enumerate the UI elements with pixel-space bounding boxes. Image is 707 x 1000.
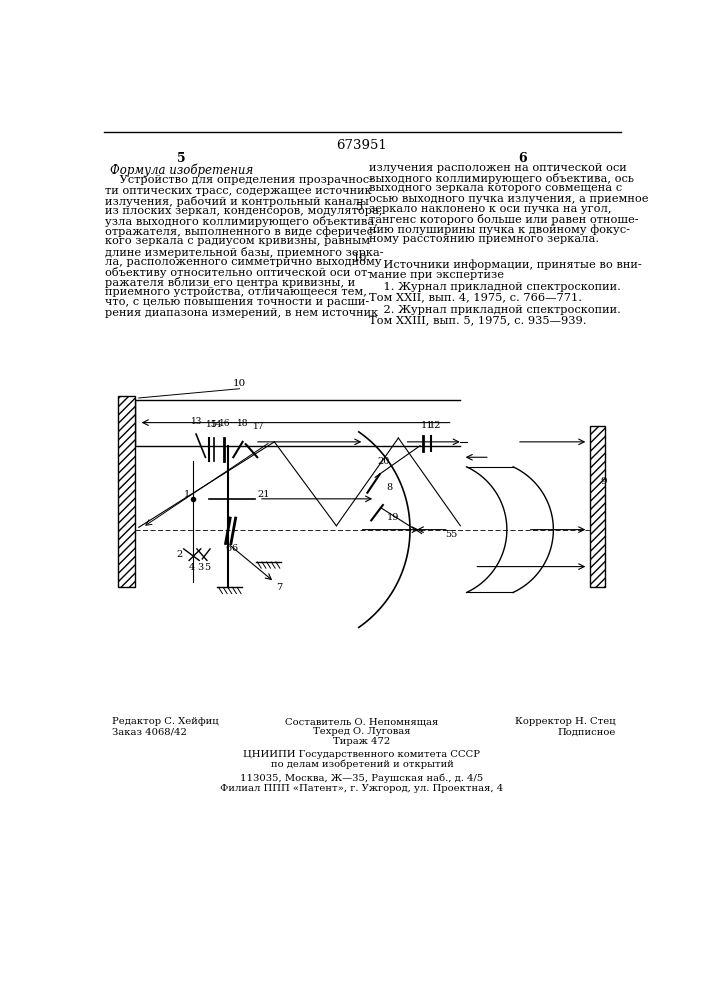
Text: длине измерительной базы, приемного зерка-: длине измерительной базы, приемного зерк… bbox=[105, 247, 384, 258]
Text: 20: 20 bbox=[378, 457, 390, 466]
Text: приемного устройства, отличающееся тем,: приемного устройства, отличающееся тем, bbox=[105, 287, 368, 297]
Text: выходного коллимирующего объектива, ось: выходного коллимирующего объектива, ось bbox=[369, 173, 634, 184]
Text: из плоских зеркал, конденсоров, модулятора,: из плоских зеркал, конденсоров, модулято… bbox=[105, 206, 383, 216]
Text: 19: 19 bbox=[387, 513, 399, 522]
Text: 10: 10 bbox=[352, 253, 367, 263]
Text: 1: 1 bbox=[184, 490, 190, 499]
Text: 11: 11 bbox=[421, 421, 433, 430]
Text: Составитель О. Непомнящая: Составитель О. Непомнящая bbox=[286, 717, 438, 726]
Text: 17: 17 bbox=[253, 422, 265, 431]
Text: осью выходного пучка излучения, а приемное: осью выходного пучка излучения, а приемн… bbox=[369, 194, 648, 204]
Text: 6: 6 bbox=[226, 544, 232, 553]
Text: 4: 4 bbox=[189, 563, 195, 572]
Text: объективу относительно оптической оси от-: объективу относительно оптической оси от… bbox=[105, 267, 372, 278]
Text: 5: 5 bbox=[356, 202, 363, 212]
Text: кого зеркала с радиусом кривизны, равным: кого зеркала с радиусом кривизны, равным bbox=[105, 236, 370, 246]
Text: 55: 55 bbox=[445, 530, 457, 539]
Text: Техред О. Луговая: Техред О. Луговая bbox=[313, 727, 411, 736]
Text: 8: 8 bbox=[387, 483, 393, 492]
Text: 5: 5 bbox=[204, 563, 211, 572]
Text: 113035, Москва, Ж—35, Раушская наб., д. 4/5: 113035, Москва, Ж—35, Раушская наб., д. … bbox=[240, 773, 484, 783]
Text: 1. Журнал прикладной спектроскопии.: 1. Журнал прикладной спектроскопии. bbox=[369, 282, 621, 292]
Text: что, с целью повышения точности и расши-: что, с целью повышения точности и расши- bbox=[105, 297, 370, 307]
Text: отражателя, выполненного в виде сферичес-: отражателя, выполненного в виде сферичес… bbox=[105, 226, 378, 237]
Text: 2: 2 bbox=[176, 550, 182, 559]
Text: ти оптических трасс, содержащее источник: ти оптических трасс, содержащее источник bbox=[105, 186, 372, 196]
Bar bbox=[118, 396, 135, 587]
Text: излучения, рабочий и контрольный каналы: излучения, рабочий и контрольный каналы bbox=[105, 196, 369, 207]
Text: 16: 16 bbox=[218, 419, 230, 428]
Text: 13: 13 bbox=[192, 417, 203, 426]
Text: Формула изобретения: Формула изобретения bbox=[110, 163, 253, 177]
Text: зеркало наклонено к оси пучка на угол,: зеркало наклонено к оси пучка на угол, bbox=[369, 204, 612, 214]
Text: ному расстоянию приемного зеркала.: ному расстоянию приемного зеркала. bbox=[369, 234, 599, 244]
Text: Том XXII, вып. 4, 1975, с. 766—771.: Том XXII, вып. 4, 1975, с. 766—771. bbox=[369, 292, 582, 302]
Text: 5: 5 bbox=[177, 152, 186, 165]
Text: Корректор Н. Стец: Корректор Н. Стец bbox=[515, 717, 615, 726]
Text: ЦНИИПИ Государственного комитета СССР: ЦНИИПИ Государственного комитета СССР bbox=[243, 750, 481, 759]
Text: 21: 21 bbox=[257, 490, 270, 499]
Text: 12: 12 bbox=[428, 421, 441, 430]
Text: 6: 6 bbox=[518, 152, 527, 165]
Text: 9: 9 bbox=[600, 477, 607, 486]
Text: 14: 14 bbox=[211, 420, 222, 429]
Text: 6: 6 bbox=[232, 544, 238, 553]
Text: 2. Журнал прикладной спектроскопии.: 2. Журнал прикладной спектроскопии. bbox=[369, 305, 621, 315]
Text: Заказ 4068/42: Заказ 4068/42 bbox=[112, 727, 187, 736]
Text: Источники информации, принятые во вни-: Источники информации, принятые во вни- bbox=[369, 260, 642, 270]
Text: нию полуширины пучка к двойному фокус-: нию полуширины пучка к двойному фокус- bbox=[369, 224, 630, 235]
Text: Устройство для определения прозрачнос-: Устройство для определения прозрачнос- bbox=[105, 175, 373, 185]
Text: Филиал ППП «Патент», г. Ужгород, ул. Проектная, 4: Филиал ППП «Патент», г. Ужгород, ул. Про… bbox=[221, 784, 503, 793]
Text: 3: 3 bbox=[197, 563, 203, 572]
Text: рения диапазона измерений, в нем источник: рения диапазона измерений, в нем источни… bbox=[105, 308, 378, 318]
Text: 7: 7 bbox=[276, 583, 282, 592]
Text: 673951: 673951 bbox=[337, 139, 387, 152]
Text: выходного зеркала которого совмещена с: выходного зеркала которого совмещена с bbox=[369, 183, 622, 193]
Text: ла, расположенного симметрично выходному: ла, расположенного симметрично выходному bbox=[105, 257, 382, 267]
Text: Том XXIII, вып. 5, 1975, с. 935—939.: Том XXIII, вып. 5, 1975, с. 935—939. bbox=[369, 316, 586, 326]
Text: Тираж 472: Тираж 472 bbox=[333, 737, 390, 746]
Text: ражателя вблизи его центра кривизны, и: ражателя вблизи его центра кривизны, и bbox=[105, 277, 356, 288]
Text: по делам изобретений и открытий: по делам изобретений и открытий bbox=[271, 760, 453, 769]
Text: Редактор С. Хейфиц: Редактор С. Хейфиц bbox=[112, 717, 218, 726]
Text: узла выходного коллимирующего объектива,: узла выходного коллимирующего объектива, bbox=[105, 216, 378, 227]
Text: 15: 15 bbox=[206, 420, 218, 429]
Text: 18: 18 bbox=[237, 419, 249, 428]
Text: излучения расположен на оптической оси: излучения расположен на оптической оси bbox=[369, 163, 626, 173]
Text: 10: 10 bbox=[233, 379, 246, 388]
Text: тангенс которого больше или равен отноше-: тангенс которого больше или равен отноше… bbox=[369, 214, 638, 225]
Text: Подписное: Подписное bbox=[557, 727, 615, 736]
Text: мание при экспертизе: мание при экспертизе bbox=[369, 270, 504, 280]
Bar bbox=[590, 426, 605, 587]
